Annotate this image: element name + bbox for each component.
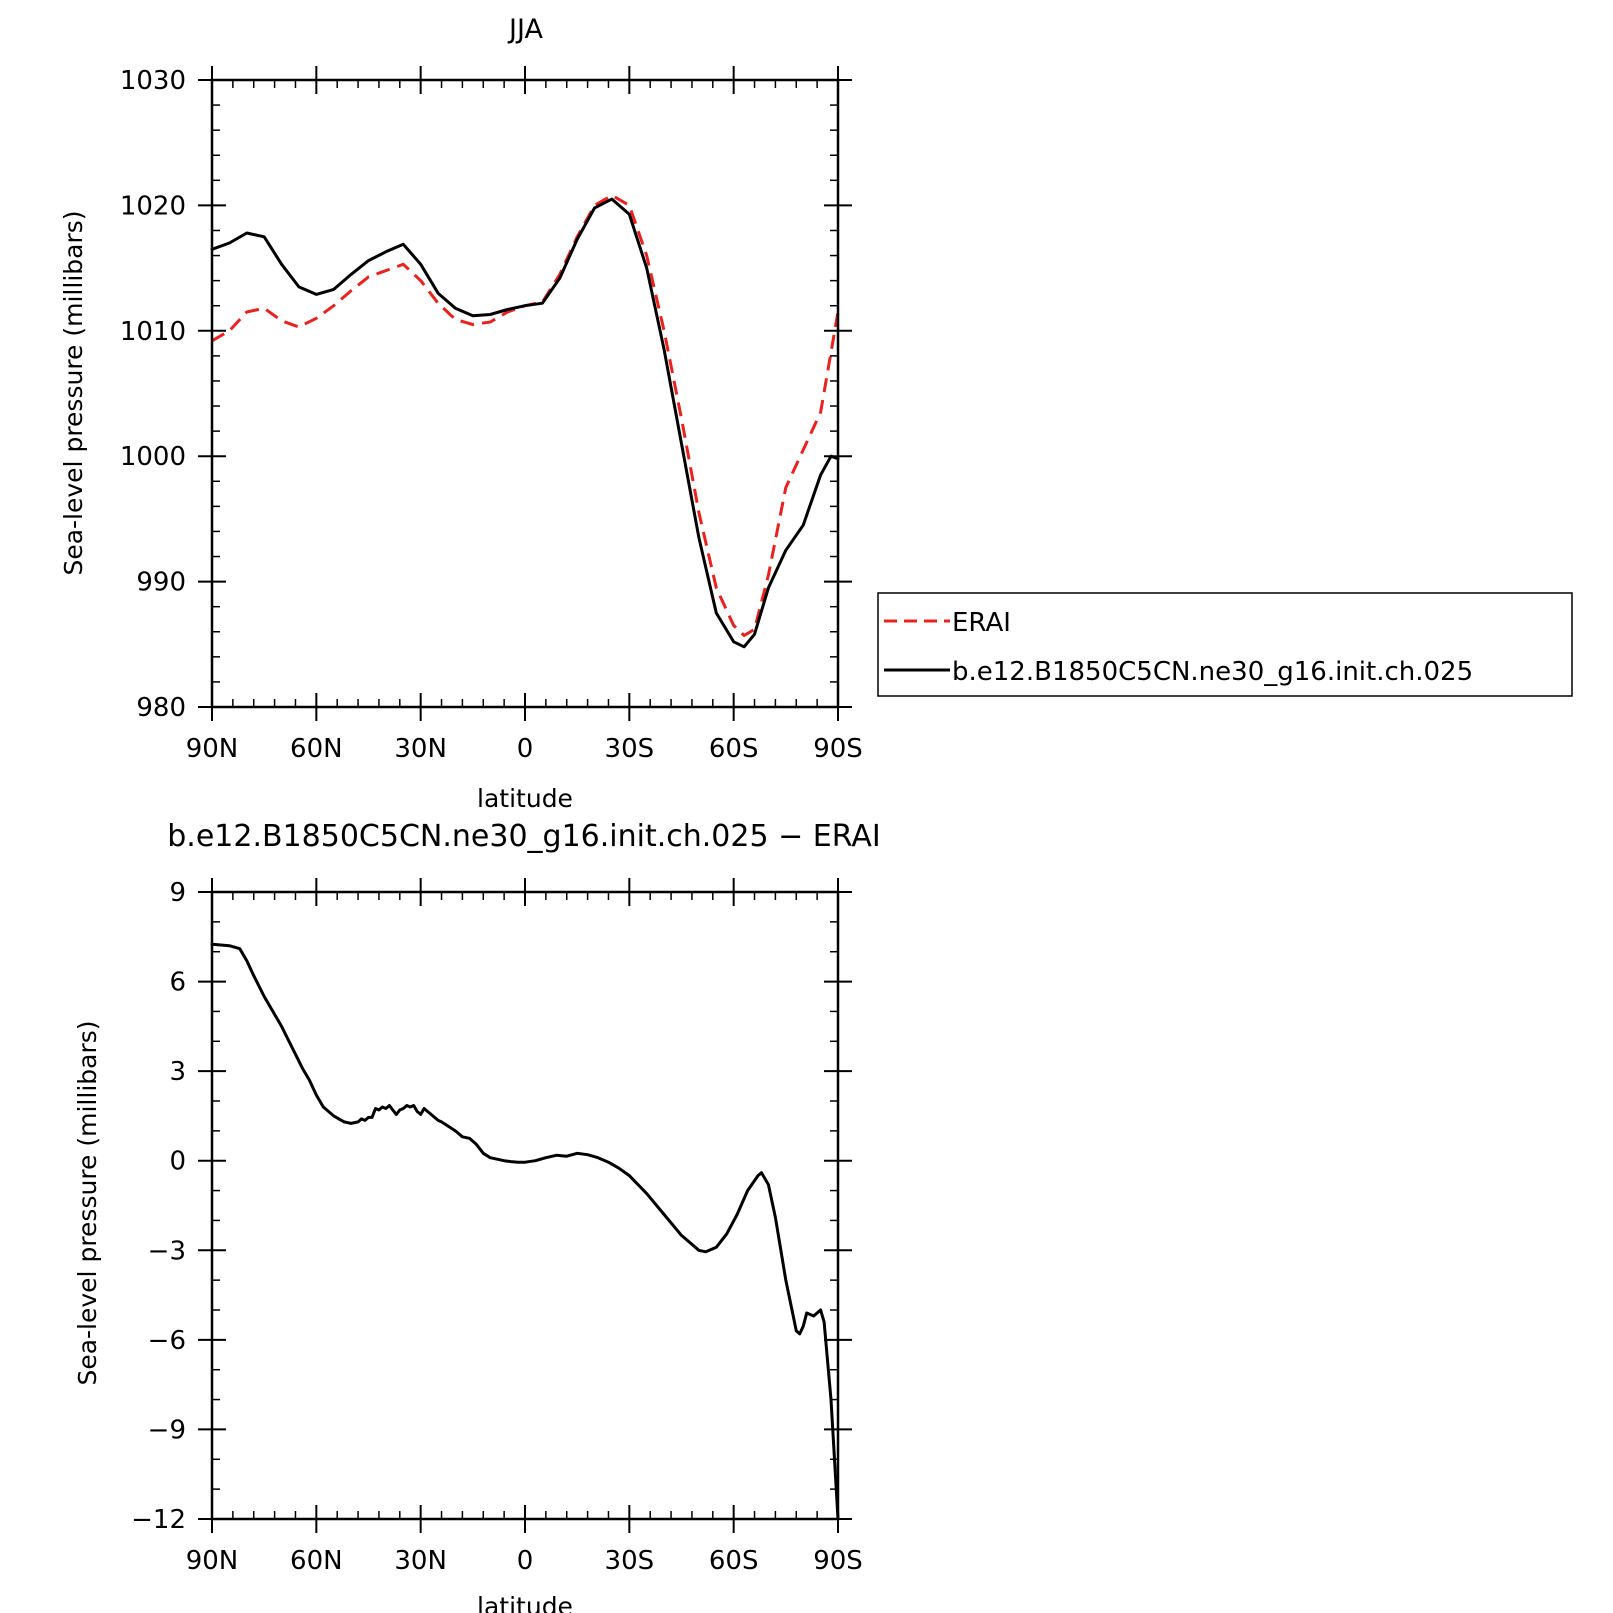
y-tick-label: −3 [148, 1236, 186, 1266]
bottom-plot-lines [210, 942, 840, 1521]
y-tick-label: 990 [136, 568, 186, 598]
bottom-x-tick-labels: 90N 60N 30N 0 30S 60S 90S [186, 1546, 863, 1576]
top-plot-frame [210, 78, 840, 709]
bottom-series-line-model [210, 942, 840, 1521]
x-tick-label: 60S [709, 1546, 759, 1576]
top-x-tick-labels: 90N 60N 30N 0 30S 60S 90S [186, 734, 863, 764]
y-tick-label: −9 [148, 1415, 186, 1445]
x-tick-label: 0 [517, 1546, 534, 1576]
y-tick-label: 1020 [120, 191, 186, 221]
y-tick-label: 0 [169, 1147, 186, 1177]
x-tick-label: 90S [813, 1546, 863, 1576]
y-tick-label: 9 [169, 878, 186, 908]
top-chart-title: JJA [507, 14, 543, 45]
bottom-tick-marks [198, 878, 852, 1533]
legend: ERAI b.e12.B1850C5CN.ne30_g16.init.ch.02… [877, 592, 1573, 697]
bottom-y-axis-label: Sea-level pressure (millibars) [73, 1020, 102, 1385]
top-series-line-model [210, 197, 840, 649]
x-tick-label: 30N [394, 1546, 447, 1576]
y-tick-label: −12 [131, 1505, 186, 1535]
legend-box [877, 592, 1573, 697]
x-tick-label: 60S [709, 734, 759, 764]
x-tick-label: 60N [290, 734, 343, 764]
bottom-panel: b.e12.B1850C5CN.ne30_g16.init.ch.025 − E… [73, 819, 881, 1613]
top-series-line-erai [211, 193, 840, 637]
x-tick-label: 0 [517, 734, 534, 764]
bottom-y-tick-labels: −12 −9 −6 −3 0 3 6 9 [131, 878, 186, 1535]
bottom-plot-frame [210, 890, 840, 1521]
x-tick-label: 30S [605, 1546, 655, 1576]
x-tick-label: 90N [186, 734, 239, 764]
top-panel: JJA 980 990 1000 1010 1020 1030 90N 60N 30N 0 30S… [59, 14, 1573, 813]
y-tick-label: 1030 [120, 66, 186, 96]
top-plot-lines [210, 193, 840, 649]
x-tick-label: 90N [186, 1546, 239, 1576]
y-tick-label: 1010 [120, 317, 186, 347]
x-tick-label: 30N [394, 734, 447, 764]
bottom-chart-title: b.e12.B1850C5CN.ne30_g16.init.ch.025 − E… [167, 819, 880, 854]
x-tick-label: 60N [290, 1546, 343, 1576]
top-tick-marks [198, 66, 852, 721]
legend-label-model: b.e12.B1850C5CN.ne30_g16.init.ch.025 [952, 657, 1473, 687]
y-tick-label: −6 [148, 1326, 186, 1356]
x-tick-label: 30S [605, 734, 655, 764]
y-tick-label: 1000 [120, 442, 186, 472]
legend-label-erai: ERAI [952, 608, 1011, 638]
top-y-tick-labels: 980 990 1000 1010 1020 1030 [120, 66, 186, 723]
top-x-axis-label: latitude [477, 784, 573, 813]
top-y-axis-label: Sea-level pressure (millibars) [59, 210, 88, 575]
y-tick-label: 6 [169, 968, 186, 998]
y-tick-label: 980 [136, 693, 186, 723]
y-tick-label: 3 [169, 1057, 186, 1087]
bottom-x-axis-label: latitude [477, 1592, 573, 1613]
x-tick-label: 90S [813, 734, 863, 764]
